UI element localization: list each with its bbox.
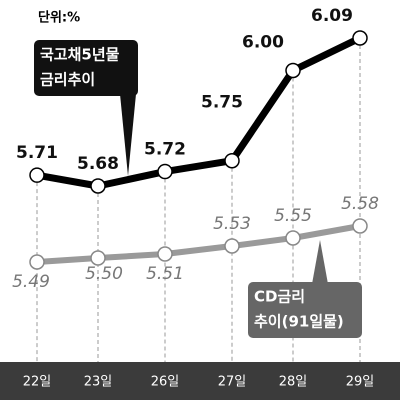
- legend-label: 금리추이: [40, 71, 95, 89]
- legend-label: CD금리: [254, 288, 305, 306]
- data-point: [29, 254, 45, 270]
- legend-box: [248, 282, 362, 338]
- value-label: 5.72: [144, 140, 186, 160]
- value-label: 5.58: [341, 194, 379, 214]
- value-label: 5.75: [201, 93, 243, 113]
- x-tick-label: 29일: [346, 375, 375, 390]
- x-tick-label: 26일: [151, 375, 180, 390]
- data-point: [224, 238, 240, 254]
- legend-label: 추이(91일물): [254, 313, 344, 331]
- callout-pointer: [312, 240, 328, 284]
- data-point: [352, 218, 368, 234]
- value-label: 5.49: [12, 272, 50, 292]
- series-line: [36, 223, 361, 265]
- value-label: 5.53: [213, 214, 251, 234]
- value-label: 6.00: [242, 32, 284, 52]
- value-label: 5.50: [85, 264, 123, 284]
- data-point: [285, 62, 301, 79]
- data-point: [29, 167, 45, 183]
- data-point: [157, 246, 173, 262]
- value-label: 5.55: [274, 206, 312, 226]
- data-point: [157, 163, 173, 180]
- value-label: 5.51: [146, 264, 184, 284]
- legend-box: [34, 40, 138, 96]
- data-point: [352, 30, 368, 46]
- value-label: 5.68: [77, 154, 119, 174]
- data-point: [90, 178, 106, 194]
- data-point: [285, 230, 301, 246]
- data-point: [224, 152, 240, 169]
- x-tick-label: 22일: [23, 375, 52, 390]
- x-axis-bar: [0, 362, 400, 400]
- legend-label: 국고채5년물: [40, 46, 120, 64]
- x-tick-label: 28일: [279, 375, 308, 390]
- x-tick-label: 23일: [84, 375, 113, 390]
- value-label: 6.09: [311, 6, 353, 26]
- unit-label: 단위:%: [38, 10, 80, 26]
- value-label: 5.71: [16, 143, 58, 163]
- callout-pointer: [120, 94, 136, 176]
- x-tick-label: 27일: [218, 375, 247, 390]
- data-point: [90, 250, 106, 266]
- series-line: [36, 34, 362, 190]
